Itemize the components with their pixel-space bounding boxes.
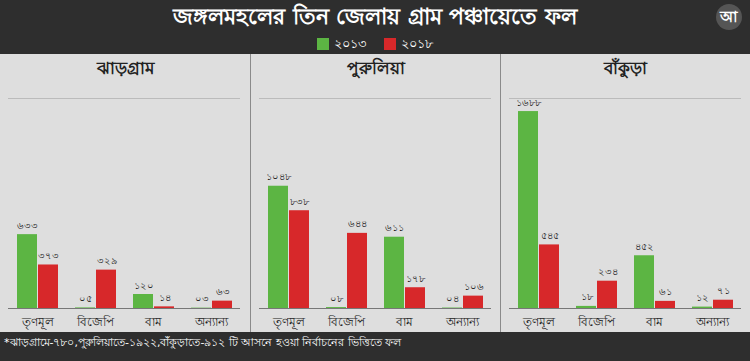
svg-text:০৮: ০৮ <box>330 293 344 304</box>
svg-text:৩৭৩: ৩৭৩ <box>38 250 59 261</box>
svg-text:৭১: ৭১ <box>717 285 730 296</box>
svg-text:৪৫২: ৪৫২ <box>635 241 654 252</box>
html-text:বাঁকুড়া: বাঁকুড়া <box>604 58 647 78</box>
svg-text:১৪: ১৪ <box>159 292 171 303</box>
svg-text:৬১১: ৬১১ <box>385 222 404 233</box>
html-text:ঝাড়গ্রাম: ঝাড়গ্রাম <box>96 58 154 78</box>
svg-text:৬৩৩: ৬৩৩ <box>17 220 38 231</box>
svg-text:বিজেপি: বিজেপি <box>577 315 616 329</box>
svg-text:বিজেপি: বিজেপি <box>327 315 366 329</box>
svg-text:তৃণমূল: তৃণমূল <box>21 315 55 330</box>
svg-text:বাম: বাম <box>395 315 413 329</box>
html-text:জঙ্গলমহলের তিন জেলায় গ্রাম পঞ: জঙ্গলমহলের তিন জেলায় গ্রাম পঞ্চায়েতে ফ… <box>172 4 578 29</box>
svg-text:২৩৪: ২৩৪ <box>598 266 618 277</box>
html-text:আ: আ <box>720 8 738 26</box>
svg-text:৬৪৪: ৬৪৪ <box>348 218 367 229</box>
svg-text:বাম: বাম <box>645 315 663 329</box>
svg-text:১২: ১২ <box>696 292 709 303</box>
svg-text:১৮: ১৮ <box>581 291 594 302</box>
svg-text:১০৬: ১০৬ <box>464 281 484 292</box>
svg-text:৬১: ৬১ <box>659 286 672 297</box>
html-text:পুরুলিয়া: পুরুলিয়া <box>346 58 405 78</box>
html-text:২০১৮: ২০১৮ <box>401 35 433 51</box>
svg-text:অন্যান্য: অন্যান্য <box>695 315 730 329</box>
html-text:*ঝাড়গ্রামে-৭৮০,পুরুলিয়াতে-১৯: *ঝাড়গ্রামে-৭৮০,পুরুলিয়াতে-১৯২২,বাঁকুড়… <box>4 336 402 349</box>
svg-text:০৩: ০৩ <box>195 293 209 304</box>
svg-text:১৭৮: ১৭৮ <box>406 273 426 284</box>
svg-text:বাম: বাম <box>144 315 162 329</box>
svg-text:১০৪৮: ১০৪৮ <box>266 171 292 182</box>
svg-text:০৪: ০৪ <box>446 293 459 304</box>
svg-text:অন্যান্য: অন্যান্য <box>194 315 229 329</box>
html-text:২০১৩: ২০১৩ <box>334 35 366 51</box>
svg-text:তৃণমূল: তৃণমূল <box>272 315 306 330</box>
svg-text:বিজেপি: বিজেপি <box>76 315 115 329</box>
svg-text:০৫: ০৫ <box>79 293 92 304</box>
svg-text:৫৪৫: ৫৪৫ <box>541 230 559 241</box>
svg-text:৬৩: ৬৩ <box>216 286 230 297</box>
svg-text:তৃণমূল: তৃণমূল <box>522 315 556 330</box>
svg-text:৩২৯: ৩২৯ <box>97 255 117 266</box>
svg-text:৮৩৮: ৮৩৮ <box>290 196 310 207</box>
svg-text:১২০: ১২০ <box>134 280 154 291</box>
svg-text:অন্যান্য: অন্যান্য <box>445 315 480 329</box>
svg-text:১৬৮৮: ১৬৮৮ <box>516 97 542 108</box>
